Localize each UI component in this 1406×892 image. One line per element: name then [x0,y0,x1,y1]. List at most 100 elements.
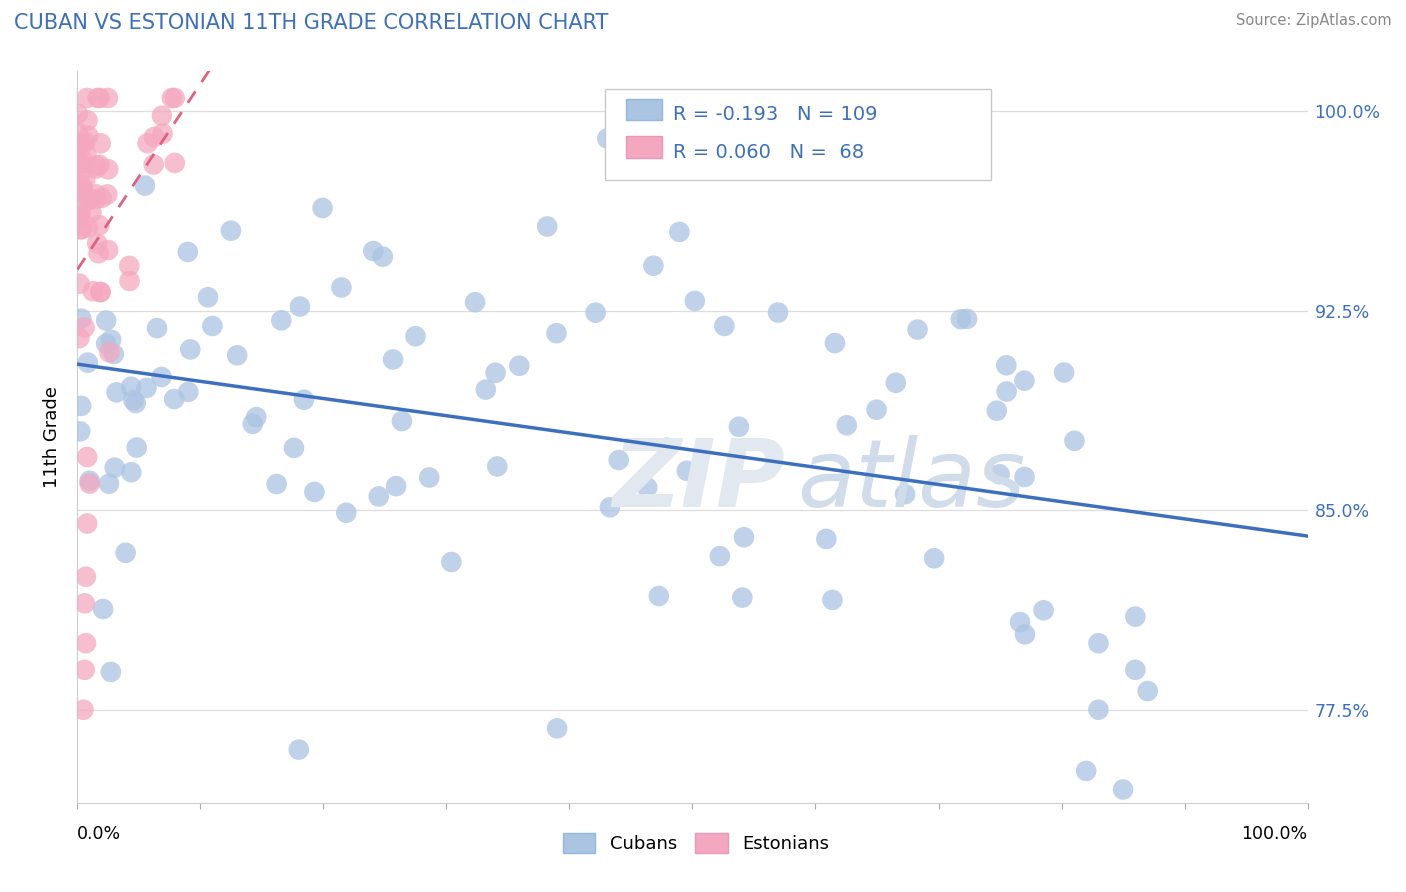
Point [371,250,394,264]
Point [76,147,98,161]
Point [986,403,1008,417]
Point [363,244,385,258]
Point [125,396,148,410]
Point [80,205,103,219]
Point [1063,434,1085,448]
Point [67,211,90,225]
Point [75,570,97,584]
Point [142,157,165,171]
Point [79,193,101,207]
Point [73,596,96,610]
Point [1014,470,1036,484]
Point [266,477,288,491]
Text: 100.0%: 100.0% [1241,825,1308,843]
Point [86,91,108,105]
Point [72,182,94,196]
Text: ZIP: ZIP [613,435,786,527]
Point [75,636,97,650]
Point [956,312,979,326]
Point [70,137,93,152]
Point [79,476,101,491]
Point [69,208,91,222]
Point [643,259,665,273]
Point [1032,603,1054,617]
Point [709,549,731,563]
Point [120,465,142,479]
Point [104,460,127,475]
Point [894,487,917,501]
Point [405,329,427,343]
Point [82,284,104,298]
Point [1087,636,1109,650]
Point [391,414,413,428]
Point [177,384,200,399]
Point [835,418,858,433]
Point [648,589,671,603]
Point [824,336,846,351]
Y-axis label: 11th Grade: 11th Grade [44,386,62,488]
Point [70,178,93,193]
Point [1053,366,1076,380]
Point [596,131,619,145]
Point [125,441,148,455]
Point [1125,609,1147,624]
Point [69,138,91,153]
Point [201,318,224,333]
Point [120,380,142,394]
Point [134,178,156,193]
Point [69,425,91,439]
Point [135,381,157,395]
Point [84,161,107,176]
Point [636,481,658,495]
Point [163,91,186,105]
Point [75,135,97,149]
Point [907,323,929,337]
Point [1087,703,1109,717]
Point [367,490,389,504]
Point [89,218,111,232]
Point [75,172,97,186]
Point [1136,684,1159,698]
Point [150,109,173,123]
Point [70,311,93,326]
Point [90,136,112,151]
Point [77,128,100,143]
Point [66,107,89,121]
Point [163,392,186,406]
Point [385,479,408,493]
Point [949,312,972,326]
Point [484,366,506,380]
Point [683,293,706,308]
Point [114,546,136,560]
Point [70,184,93,198]
Point [67,182,90,196]
Point [546,326,568,341]
Point [94,336,117,351]
Point [1014,374,1036,388]
Text: atlas: atlas [797,435,1025,526]
Point [335,506,357,520]
Point [94,313,117,327]
Point [283,441,305,455]
Point [668,225,690,239]
Point [72,703,94,717]
Text: Source: ZipAtlas.com: Source: ZipAtlas.com [1236,13,1392,29]
Point [96,187,118,202]
Point [84,192,107,206]
Point [97,91,120,105]
Point [136,136,159,151]
Point [197,290,219,304]
Point [160,91,183,105]
Legend: Cubans, Estonians: Cubans, Estonians [555,825,837,861]
Point [242,417,264,431]
Point [79,474,101,488]
Point [292,392,315,407]
Point [988,467,1011,482]
Point [607,453,630,467]
Text: R = 0.060   N =  68: R = 0.060 N = 68 [673,143,865,161]
Text: CUBAN VS ESTONIAN 11TH GRADE CORRELATION CHART: CUBAN VS ESTONIAN 11TH GRADE CORRELATION… [14,13,609,33]
Point [382,352,405,367]
Point [76,91,98,105]
Point [865,402,887,417]
Point [766,305,789,319]
